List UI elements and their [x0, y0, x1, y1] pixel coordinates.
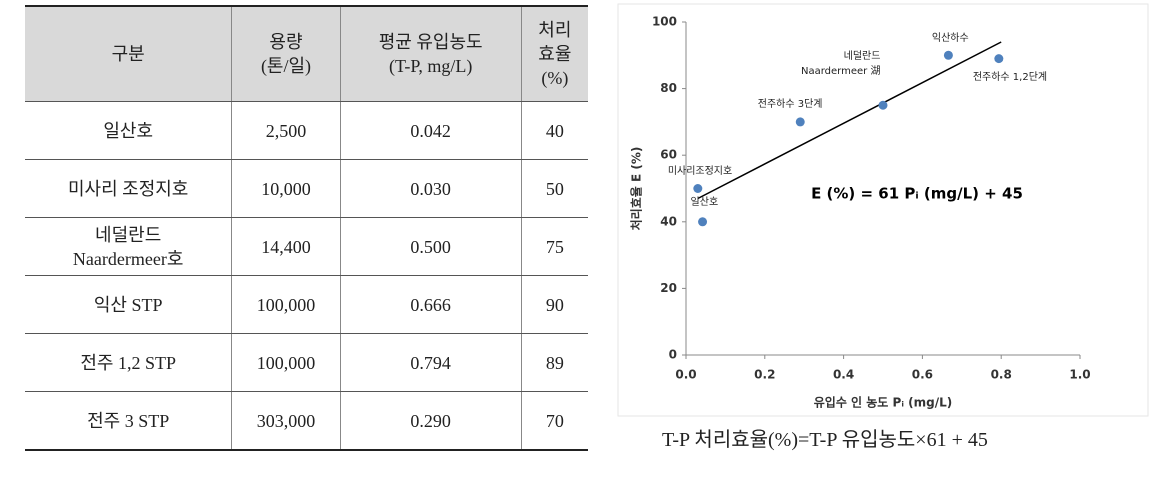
table-cell: 303,000: [231, 391, 341, 451]
equation: E (%) = 61 Pᵢ (mg/L) + 45: [811, 185, 1023, 203]
table-cell: 90: [520, 275, 588, 334]
table-cell: 100,000: [231, 275, 341, 334]
table-cell: 일산호: [25, 101, 232, 160]
point: [994, 54, 1004, 64]
table-cell: 0.042: [339, 101, 522, 160]
table-row: 일산호 2,500 0.042 40: [25, 101, 588, 160]
table-cell: 0.290: [339, 391, 522, 451]
point-label: 전주하수 1,2단계: [972, 72, 1048, 84]
point: [943, 50, 953, 60]
y-tick-label: 0: [669, 348, 677, 362]
y-tick-label: 60: [660, 148, 677, 162]
table-cell: 0.500: [339, 217, 522, 276]
table-cell: 14,400: [231, 217, 341, 276]
table-cell: 89: [520, 333, 588, 392]
table-cell: 50: [520, 159, 588, 218]
table-cell: 미사리 조정지호: [25, 159, 232, 218]
point: [795, 117, 805, 127]
x-tick-label: 0.4: [833, 368, 854, 382]
table-cell: 40: [520, 101, 588, 160]
table-row: 네덜란드 Naardermeer호 14,400 0.500 75: [25, 217, 588, 276]
point: [878, 100, 888, 110]
table-cell: 네덜란드 Naardermeer호: [25, 217, 232, 276]
x-tick-label: 0.8: [991, 368, 1012, 382]
x-tick-label: 0.6: [912, 368, 933, 382]
table-row: 익산 STP 100,000 0.666 90: [25, 275, 588, 334]
x-axis-title: 유입수 인 농도 Pᵢ (mg/L): [814, 395, 952, 410]
y-tick-label: 80: [660, 81, 677, 95]
caption: T-P 처리효율(%)=T-P 유입농도×61 + 45: [662, 429, 988, 451]
x-tick-label: 1.0: [1069, 368, 1090, 382]
header-cell: 평균 유입농도 (T-P, mg/L): [339, 5, 522, 102]
table-cell: 100,000: [231, 333, 341, 392]
point-label: 미사리조정지호: [667, 166, 733, 177]
table-cell: 전주 3 STP: [25, 391, 232, 451]
table-row: 전주 1,2 STP 100,000 0.794 89: [25, 333, 588, 392]
chart-frame: [617, 3, 1149, 417]
trend-line: [697, 41, 1002, 200]
table-cell: 0.794: [339, 333, 522, 392]
table-cell: 2,500: [231, 101, 341, 160]
point-label: 익산하수: [931, 32, 969, 44]
y-tick-label: 20: [660, 281, 677, 295]
table-cell: 10,000: [231, 159, 341, 218]
point-label: 일산호: [690, 197, 719, 209]
table-row: 미사리 조정지호 10,000 0.030 50: [25, 159, 588, 218]
y-tick-label: 40: [660, 214, 677, 228]
table-cell: 70: [520, 391, 588, 451]
header-cell: 구분: [25, 5, 232, 102]
point: [698, 217, 708, 227]
table-cell: 전주 1,2 STP: [25, 333, 232, 392]
table-cell: 익산 STP: [25, 275, 232, 334]
point: [693, 184, 703, 193]
y-axis-title: 처리효율 E (%): [629, 147, 644, 231]
table-row: 전주 3 STP 303,000 0.290 70: [25, 391, 588, 451]
table-cell: 75: [520, 217, 588, 276]
y-tick-label: 100: [652, 15, 677, 29]
data-table: 구분 용량 (톤/일) 평균 유입농도 (T-P, mg/L) 처리 효율 (%) 일산…: [25, 5, 588, 451]
header-cell: 처리 효율 (%): [520, 5, 588, 102]
point-label: 네덜란드 Naardermeer 湖: [801, 51, 881, 78]
point-label: 전주하수 3단계: [757, 99, 823, 111]
x-tick-label: 0.0: [675, 368, 696, 382]
table-cell: 0.030: [339, 159, 522, 218]
table-cell: 0.666: [339, 275, 522, 334]
header-cell: 용량 (톤/일): [231, 5, 341, 102]
x-tick-label: 0.2: [754, 368, 775, 382]
